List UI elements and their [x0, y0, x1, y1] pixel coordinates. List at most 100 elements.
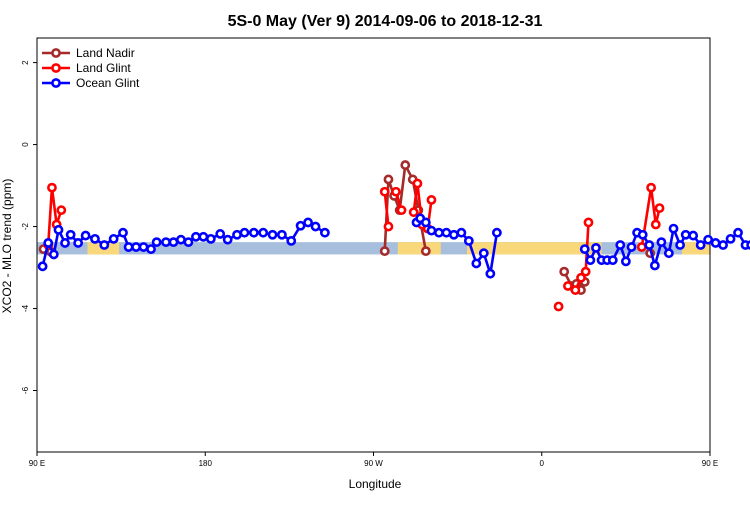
data-point [688, 230, 699, 241]
data-point [644, 240, 655, 250]
data-point [239, 227, 250, 238]
data-point [205, 233, 216, 244]
y-tick-label: 0 [21, 142, 30, 147]
data-point [654, 203, 665, 214]
series-line [640, 186, 661, 248]
data-point [65, 229, 76, 240]
data-point [168, 237, 179, 248]
data-point [108, 233, 119, 244]
data-point [191, 231, 201, 242]
data-point [60, 238, 70, 248]
data-point [579, 244, 590, 254]
data-point [118, 227, 128, 238]
data-point [463, 236, 474, 246]
data-point [383, 221, 394, 232]
data-point [258, 227, 269, 238]
data-point [80, 230, 91, 241]
data-point [585, 255, 596, 266]
data-point [43, 238, 54, 248]
legend-label: Ocean Glint [76, 76, 140, 90]
y-tick-label: -2 [21, 222, 30, 230]
x-tick-label: 0 [540, 459, 545, 468]
x-tick-label: 90 E [702, 459, 718, 468]
series-line [383, 191, 390, 227]
data-point [161, 237, 171, 248]
data-point [286, 236, 297, 246]
legend-marker [51, 48, 61, 58]
data-point [412, 178, 423, 189]
x-axis: 90 E 180 90 W 0 90 E [29, 452, 718, 468]
x-tick-label: 90 W [364, 459, 383, 468]
data-point [396, 205, 407, 216]
data-point [90, 233, 100, 244]
data-point [391, 186, 401, 197]
data-point [131, 242, 141, 252]
data-point [248, 227, 259, 238]
data-point [491, 227, 502, 238]
data-point [680, 229, 691, 240]
data-point [319, 227, 330, 238]
data-point [151, 237, 162, 248]
data-point [695, 240, 706, 250]
data-point [668, 223, 679, 234]
data-point [441, 227, 452, 238]
legend-marker [51, 78, 61, 88]
data-point [650, 219, 661, 230]
data-point [37, 261, 48, 272]
data-point [426, 195, 437, 205]
data-point [232, 229, 242, 240]
data-point [448, 229, 459, 240]
trend-bands [37, 242, 710, 255]
data-point [56, 205, 67, 216]
data-point [656, 237, 667, 248]
y-tick-label: -4 [21, 304, 30, 312]
data-point [48, 249, 59, 260]
data-point [746, 240, 750, 250]
data-point [310, 221, 321, 232]
data-point [703, 234, 714, 245]
data-point [123, 242, 134, 252]
y-axis: 2 0 -2 -4 -6 [21, 60, 37, 394]
data-point [563, 281, 573, 291]
data-point [99, 240, 110, 250]
data-point [675, 240, 685, 250]
data-point [626, 242, 637, 252]
legend-label: Land Glint [76, 61, 131, 75]
y-tick-label: -6 [21, 386, 30, 394]
data-point [649, 260, 660, 271]
x-tick-label: 90 E [29, 459, 45, 468]
data-point [138, 242, 149, 252]
trend-band-1-2 [466, 242, 602, 255]
data-point [583, 217, 594, 228]
y-axis-label: XCO2 - MLO trend (ppm) [0, 179, 14, 314]
legend-item: Land Nadir [42, 46, 135, 60]
data-point [663, 248, 674, 259]
data-point [478, 248, 489, 259]
series-layer [37, 160, 750, 312]
data-point [222, 234, 233, 245]
legend-label: Land Nadir [76, 46, 135, 60]
data-point [559, 266, 570, 277]
series-line [46, 186, 63, 246]
data-point [267, 229, 278, 240]
data-point [636, 242, 647, 252]
data-point [73, 238, 84, 248]
data-point [379, 246, 390, 257]
data-point [420, 217, 431, 228]
data-point [591, 242, 601, 253]
series-ocean-glint [37, 213, 750, 279]
data-point [576, 272, 586, 283]
data-point [710, 238, 721, 248]
data-point [295, 220, 306, 231]
data-point [456, 227, 467, 238]
legend-item: Land Glint [42, 61, 131, 75]
data-point [47, 182, 57, 193]
legend-marker [51, 63, 61, 73]
data-point [183, 237, 194, 248]
data-point [303, 217, 313, 228]
data-point [198, 231, 209, 242]
legend-item: Ocean Glint [42, 76, 140, 90]
